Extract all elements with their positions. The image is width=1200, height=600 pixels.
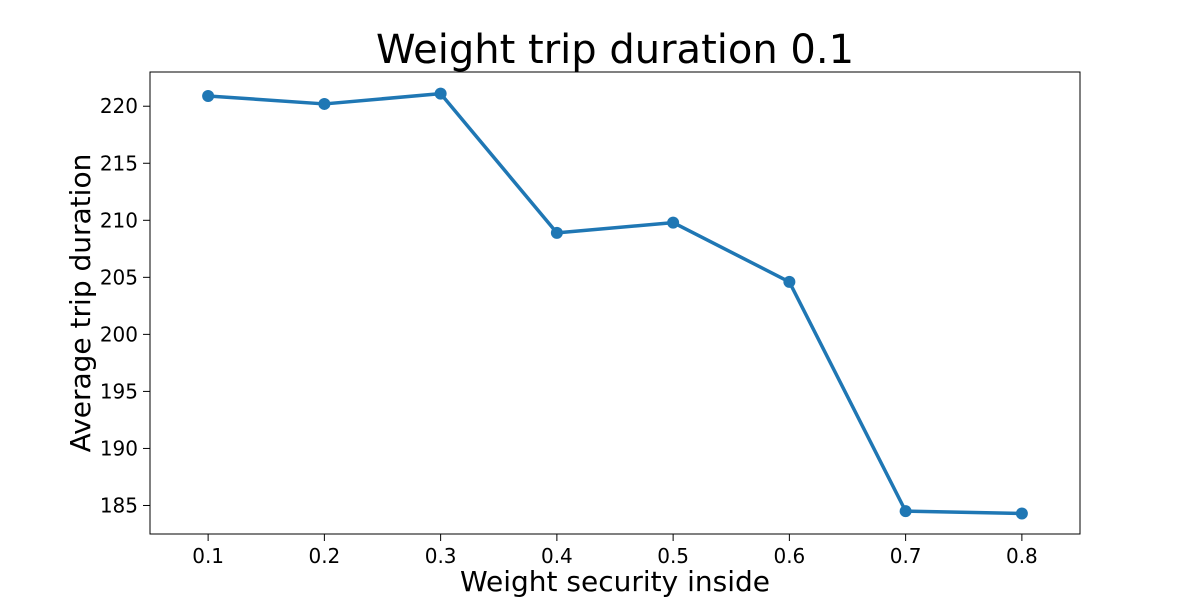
x-tick-label: 0.5	[657, 544, 689, 568]
data-point	[783, 275, 796, 288]
plot-area	[202, 87, 1028, 520]
data-point	[550, 226, 563, 239]
y-tick-label: 220	[100, 94, 138, 118]
x-tick-label: 0.1	[192, 544, 224, 568]
y-tick-label: 210	[100, 208, 138, 232]
data-point	[318, 97, 331, 110]
y-tick-label: 190	[100, 436, 138, 460]
y-tick-label: 195	[100, 379, 138, 403]
x-tick-label: 0.4	[541, 544, 573, 568]
y-tick-label: 215	[100, 151, 138, 175]
x-tick-label: 0.8	[1006, 544, 1038, 568]
y-tick-label: 185	[100, 493, 138, 517]
data-point	[202, 89, 215, 102]
x-tick-label: 0.3	[425, 544, 457, 568]
data-point	[667, 216, 680, 229]
data-point	[434, 87, 447, 100]
chart-title: Weight trip duration 0.1	[376, 27, 854, 73]
plot-frame	[149, 71, 1081, 535]
y-tick-label: 200	[100, 322, 138, 346]
data-point	[899, 505, 912, 518]
x-tick-label: 0.7	[890, 544, 922, 568]
x-tick-label: 0.6	[773, 544, 805, 568]
y-tick-label: 205	[100, 265, 138, 289]
series-line	[206, 91, 1024, 516]
x-tick-label: 0.2	[308, 544, 340, 568]
x-axis-label: Weight security inside	[460, 565, 770, 598]
y-axis: 185 190 195 200 205 210 215 220	[100, 94, 150, 517]
y-axis-label: Average trip duration	[64, 154, 97, 453]
data-point	[1015, 507, 1028, 520]
x-axis: 0.1 0.2 0.3 0.4 0.5 0.6 0.7 0.8	[192, 534, 1038, 568]
